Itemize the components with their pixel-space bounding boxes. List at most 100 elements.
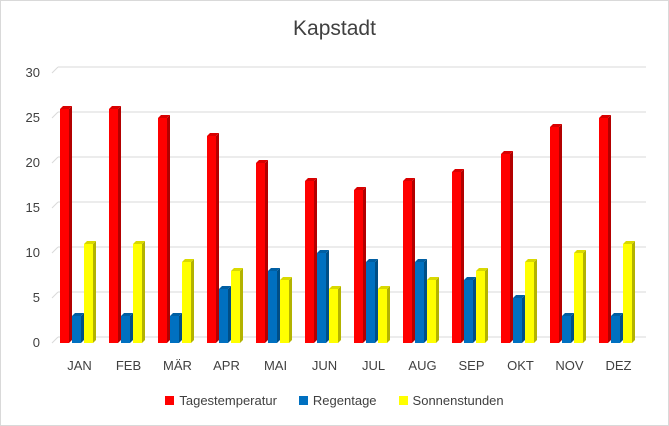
bar-side	[93, 241, 96, 343]
bar-sonnenstunden-nov	[574, 253, 583, 343]
bar-top	[525, 259, 537, 262]
bar-top	[317, 250, 329, 253]
bar-top	[256, 160, 268, 163]
bar-top	[403, 178, 415, 181]
bar-top	[109, 106, 121, 109]
x-tick-label: FEB	[116, 358, 141, 373]
bar-side	[228, 286, 231, 343]
bar-side	[118, 106, 121, 343]
bar-regentage-jan	[72, 316, 81, 343]
bar-top	[207, 133, 219, 136]
bar-top	[574, 250, 586, 253]
bar-regentage-sep	[464, 280, 473, 343]
bar-side	[191, 259, 194, 343]
bar-tagestemperatur-sep	[452, 172, 461, 343]
bar-side	[216, 133, 219, 343]
bar-top	[513, 295, 525, 298]
bar-top	[501, 151, 513, 154]
bar-top	[354, 187, 366, 190]
y-tick-label: 5	[33, 290, 40, 305]
x-tick-label: DEZ	[606, 358, 632, 373]
bar-side	[571, 313, 574, 343]
y-tick-label: 15	[26, 200, 40, 215]
bar-side	[277, 268, 280, 343]
bar-side	[338, 286, 341, 343]
x-tick-label: JUN	[312, 358, 337, 373]
bar-side	[130, 313, 133, 343]
legend-item-sonnenstunden: Sonnenstunden	[398, 393, 504, 408]
x-tick-label: OKT	[507, 358, 534, 373]
x-tick-label: MÄR	[163, 358, 192, 373]
bar-regentage-mai	[268, 271, 277, 343]
bar-side	[534, 259, 537, 343]
y-tick-label: 10	[26, 245, 40, 260]
bar-side	[522, 295, 525, 343]
bar-tagestemperatur-okt	[501, 154, 510, 343]
bar-side	[81, 313, 84, 343]
bar-sonnenstunden-aug	[427, 280, 436, 343]
bar-top	[427, 277, 439, 280]
y-tick-label: 0	[33, 335, 40, 350]
bar-sonnenstunden-mär	[182, 262, 191, 343]
x-tick-label: JAN	[67, 358, 92, 373]
gridline-depth	[51, 201, 59, 209]
bar-regentage-jun	[317, 253, 326, 343]
legend-item-regentage: Regentage	[298, 393, 377, 408]
bar-top	[599, 115, 611, 118]
bar-sonnenstunden-sep	[476, 271, 485, 343]
bar-side	[179, 313, 182, 343]
gridline-depth	[51, 156, 59, 164]
y-tick-label: 30	[26, 65, 40, 80]
bar-top	[476, 268, 488, 271]
bar-sonnenstunden-apr	[231, 271, 240, 343]
bar-regentage-aug	[415, 262, 424, 343]
bar-regentage-nov	[562, 316, 571, 343]
bar-sonnenstunden-jun	[329, 289, 338, 343]
bar-side	[387, 286, 390, 343]
bar-top	[305, 178, 317, 181]
bar-tagestemperatur-mär	[158, 118, 167, 343]
bar-top	[121, 313, 133, 316]
bar-regentage-okt	[513, 298, 522, 343]
bar-top	[464, 277, 476, 280]
x-tick-label: MAI	[264, 358, 287, 373]
bar-top	[72, 313, 84, 316]
bar-side	[608, 115, 611, 343]
bar-tagestemperatur-jan	[60, 109, 69, 343]
legend-label: Regentage	[312, 393, 377, 408]
legend-item-tagestemperatur: Tagestemperatur	[165, 393, 277, 408]
bar-side	[485, 268, 488, 343]
legend-swatch-yellow	[398, 396, 408, 405]
gridline-depth	[51, 246, 59, 254]
bar-side	[314, 178, 317, 343]
bar-tagestemperatur-jun	[305, 181, 314, 343]
bar-side	[375, 259, 378, 343]
x-tick-label: AUG	[408, 358, 436, 373]
bar-side	[424, 259, 427, 343]
bar-sonnenstunden-dez	[623, 244, 632, 343]
bar-top	[329, 286, 341, 289]
bar-sonnenstunden-mai	[280, 280, 289, 343]
bar-tagestemperatur-dez	[599, 118, 608, 343]
bar-top	[562, 313, 574, 316]
bar-regentage-feb	[121, 316, 130, 343]
bar-top	[158, 115, 170, 118]
bar-side	[510, 151, 513, 343]
gridline-depth	[51, 291, 59, 299]
bar-top	[550, 124, 562, 127]
bar-sonnenstunden-jan	[84, 244, 93, 343]
bar-side	[69, 106, 72, 343]
x-tick-label: APR	[213, 358, 240, 373]
bar-side	[559, 124, 562, 343]
bar-regentage-dez	[611, 316, 620, 343]
bar-side	[142, 241, 145, 343]
bar-tagestemperatur-apr	[207, 136, 216, 343]
bar-side	[289, 277, 292, 343]
bar-sonnenstunden-jul	[378, 289, 387, 343]
bar-top	[182, 259, 194, 262]
bar-top	[268, 268, 280, 271]
bar-top	[60, 106, 72, 109]
bar-top	[452, 169, 464, 172]
bar-side	[167, 115, 170, 343]
